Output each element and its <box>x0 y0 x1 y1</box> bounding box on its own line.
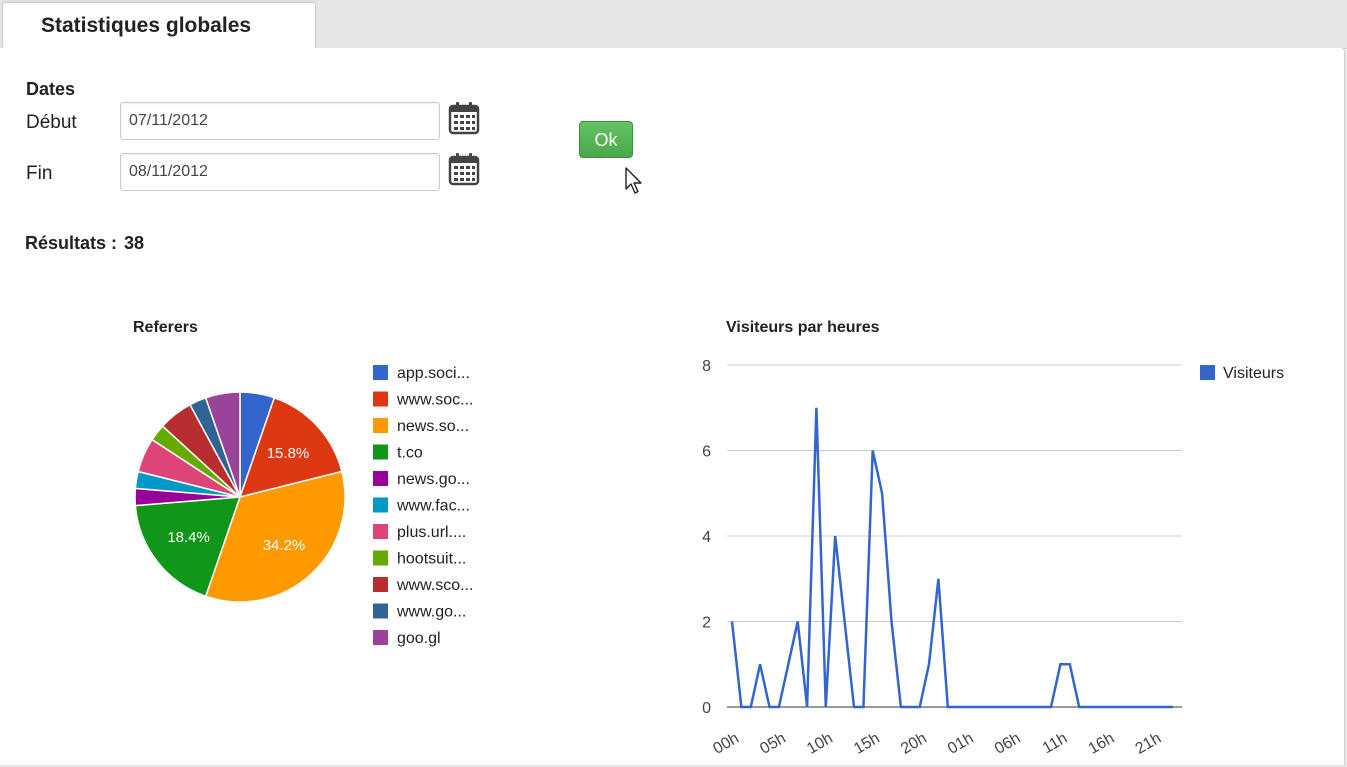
y-tick-label: 2 <box>702 615 711 632</box>
dates-heading: Dates <box>26 79 76 99</box>
debut-date-input[interactable] <box>120 102 440 140</box>
visitors-line-chart: 0 2 4 6 8 00h 05h 10h 15h 20h 01h 06h 11h 16h 21h Visit… <box>702 358 1284 758</box>
referers-chart-title: Referers <box>133 319 198 336</box>
tab-statistiques-globales[interactable]: Statistiques globales <box>2 2 316 49</box>
legend-label: t.co <box>397 445 423 462</box>
series-line-visiteurs[interactable] <box>730 407 1173 709</box>
pie-slice[interactable] <box>204 391 241 498</box>
pie-slice[interactable] <box>204 470 346 603</box>
pie-slice[interactable] <box>134 496 242 598</box>
legend-label: www.sco... <box>396 577 473 594</box>
legend-swatch <box>373 365 388 380</box>
mouse-cursor-icon <box>625 167 642 194</box>
y-tick-label: 0 <box>702 700 711 717</box>
legend-swatch <box>373 550 388 566</box>
x-tick-label: 15h <box>851 730 883 758</box>
pie-slice-label: 15.8% <box>267 445 310 462</box>
results-label: Résultats : <box>25 233 118 253</box>
legend-label: news.so... <box>397 418 469 435</box>
legend-swatch <box>373 444 388 460</box>
legend-swatch <box>373 497 388 513</box>
visitors-chart-title: Visiteurs par heures <box>726 319 880 336</box>
fin-label: Fin <box>26 163 53 184</box>
legend-swatch <box>373 577 388 592</box>
ok-button[interactable]: Ok <box>579 121 633 158</box>
legend-swatch <box>373 471 388 486</box>
legend-label: news.go... <box>397 471 470 488</box>
pie-slice[interactable] <box>238 396 343 499</box>
y-tick-label: 6 <box>702 444 711 461</box>
y-tick-label: 8 <box>702 358 711 375</box>
calendar-icon[interactable] <box>448 152 480 186</box>
fin-date-input[interactable] <box>120 153 440 191</box>
x-tick-label: 11h <box>1040 730 1071 757</box>
legend-label: app.soci... <box>397 365 470 382</box>
x-tick-label: 10h <box>804 730 836 758</box>
x-tick-label: 20h <box>898 730 930 758</box>
x-tick-label: 06h <box>992 730 1024 758</box>
x-tick-label: 21h <box>1133 730 1165 758</box>
legend-label: www.soc... <box>396 392 473 409</box>
legend-label: goo.gl <box>397 630 441 647</box>
y-tick-label: 4 <box>702 529 711 546</box>
x-tick-label: 01h <box>945 730 977 758</box>
pie-slice-label: 34.2% <box>263 537 306 554</box>
referers-pie-chart: app.soci... 15.8% www.soc... 34.2% news.so..… <box>134 365 473 647</box>
legend-swatch <box>373 418 388 433</box>
results-summary: Résultats : 38 <box>25 233 144 254</box>
x-tick-label: 00h <box>710 730 742 758</box>
legend-swatch <box>1200 365 1215 380</box>
legend-label: www.go... <box>396 604 466 621</box>
pie-slice-label: 18.4% <box>167 529 210 546</box>
debut-label: Début <box>26 112 77 133</box>
legend-swatch <box>373 603 388 619</box>
legend-label: Visiteurs <box>1223 365 1284 382</box>
x-tick-label: 05h <box>757 730 789 758</box>
legend-label: plus.url.... <box>397 524 466 541</box>
legend-label: hootsuit... <box>397 551 466 568</box>
results-count: 38 <box>124 233 145 253</box>
legend-label: www.fac... <box>396 498 470 515</box>
legend-swatch <box>373 524 388 539</box>
legend-swatch <box>373 391 388 407</box>
legend-swatch <box>373 630 388 645</box>
calendar-icon[interactable] <box>448 101 480 135</box>
x-tick-label: 16h <box>1086 730 1118 758</box>
